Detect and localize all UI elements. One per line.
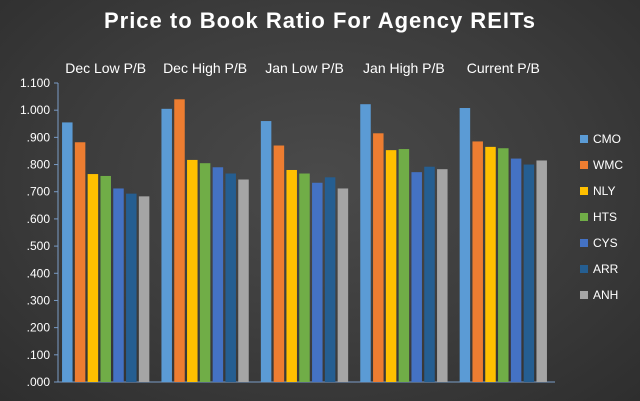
bar-wmc (472, 141, 483, 382)
legend-label-cys: CYS (593, 236, 618, 250)
bar-hts (398, 149, 410, 382)
bars (62, 99, 547, 383)
bar-hts (498, 148, 509, 382)
bar-nly (87, 174, 99, 382)
bar-cys (510, 158, 522, 382)
legend-swatch-hts (580, 213, 588, 221)
bar-nly (187, 159, 198, 382)
y-tick-label: .200 (27, 321, 51, 335)
y-tick-label: 1.100 (20, 76, 50, 90)
legend-label-nly: NLY (593, 184, 615, 198)
legend-label-hts: HTS (593, 210, 617, 224)
category-label: Jan High P/B (363, 60, 445, 76)
bar-arr (424, 166, 435, 382)
legend-swatch-cmo (580, 135, 588, 143)
bar-cmo (161, 108, 172, 382)
category-label: Dec High P/B (163, 60, 247, 76)
legend-swatch-nly (580, 187, 588, 195)
bar-nly (385, 150, 397, 382)
bar-hts (299, 173, 310, 382)
bar-anh (437, 169, 448, 382)
bar-wmc (174, 99, 185, 383)
bar-anh (138, 196, 150, 382)
bar-anh (238, 179, 249, 382)
bar-cmo (260, 121, 272, 383)
y-tick-label: .100 (27, 348, 51, 362)
bar-wmc (74, 142, 86, 382)
bar-arr (324, 177, 336, 382)
bar-wmc (273, 145, 285, 382)
bar-anh (536, 160, 547, 382)
bar-cys (212, 167, 224, 382)
bar-cmo (360, 104, 371, 383)
legend: CMO WMC NLY HTS CYS ARR ANH (580, 132, 623, 302)
legend-swatch-wmc (580, 161, 588, 169)
category-label: Current P/B (467, 60, 540, 76)
legend-swatch-arr (580, 265, 588, 273)
legend-label-wmc: WMC (593, 158, 623, 172)
bar-wmc (373, 133, 384, 382)
bar-cmo (62, 122, 73, 382)
bar-arr (225, 173, 236, 382)
bar-anh (337, 188, 349, 382)
legend-label-anh: ANH (593, 288, 618, 302)
bar-cys (113, 188, 124, 382)
y-tick-label: .400 (27, 266, 51, 280)
legend-label-arr: ARR (593, 262, 619, 276)
legend-swatch-cys (580, 239, 588, 247)
y-tick-label: .700 (27, 185, 51, 199)
bar-hts (100, 175, 111, 382)
bar-arr (523, 164, 535, 382)
legend-label-cmo: CMO (593, 132, 621, 146)
category-label: Jan Low P/B (265, 60, 344, 76)
bar-cys (312, 182, 323, 382)
y-tick-label: .600 (27, 212, 51, 226)
chart-title: Price to Book Ratio For Agency REITs (103, 8, 537, 33)
legend-swatch-anh (580, 291, 588, 299)
y-tick-label: .500 (27, 239, 51, 253)
bar-arr (126, 193, 137, 382)
y-tick-label: .300 (27, 293, 51, 307)
bar-nly (286, 169, 297, 382)
bar-hts (199, 163, 211, 382)
bar-cmo (459, 108, 471, 383)
y-tick-label: .000 (27, 375, 51, 389)
y-tick-label: .800 (27, 158, 51, 172)
y-tick-label: .900 (27, 130, 51, 144)
bar-nly (485, 146, 496, 382)
category-label: Dec Low P/B (65, 60, 146, 76)
y-tick-label: 1.000 (20, 103, 50, 117)
category-labels: Dec Low P/B Dec High P/B Jan Low P/B Jan Hi… (65, 60, 540, 76)
bar-cys (411, 172, 422, 382)
